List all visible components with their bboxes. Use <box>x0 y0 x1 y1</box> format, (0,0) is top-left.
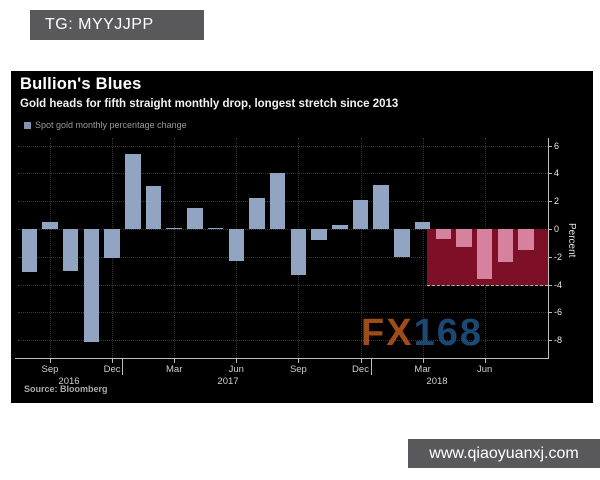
bar-mar-2018 <box>414 222 431 229</box>
bar-feb-2018 <box>394 229 410 257</box>
x-tick <box>422 358 424 363</box>
y-tick-label: 4 <box>554 168 560 179</box>
x-tick <box>236 358 238 363</box>
bar-oct-2017 <box>311 229 327 241</box>
y-axis-title: Percent <box>566 223 577 258</box>
bar-oct-2016 <box>62 229 79 271</box>
y-tick <box>548 256 552 258</box>
y-tick <box>548 340 552 342</box>
bar-sep-2016 <box>42 222 58 229</box>
fx168-watermark-168: 168 <box>413 312 483 354</box>
bar-jan-2018 <box>373 184 389 229</box>
bar-may-2017 <box>207 227 224 229</box>
y-tick <box>548 145 552 147</box>
y-tick <box>548 312 552 314</box>
fx168-watermark-fx: FX <box>361 312 414 354</box>
legend-label: Spot gold monthly percentage change <box>35 120 187 130</box>
website-bar: www.qiaoyuanxj.com <box>408 439 600 468</box>
y-tick-label: 6 <box>554 140 560 151</box>
bar-jul-2018 <box>497 229 514 263</box>
year-boundary-tick <box>122 358 123 375</box>
x-tick <box>298 358 300 363</box>
chart-subtitle: Gold heads for fifth straight monthly dr… <box>20 98 399 110</box>
chart-legend: Spot gold monthly percentage change <box>24 120 187 130</box>
tg-watermark-badge: TG: MYYJJPP <box>30 10 204 40</box>
horizontal-gridline <box>18 284 548 286</box>
y-tick-label: 0 <box>554 224 560 234</box>
year-label: 2017 <box>217 376 239 387</box>
bar-apr-2017 <box>187 208 203 229</box>
year-label: 2018 <box>426 376 448 387</box>
x-tick-label: Jun <box>228 364 244 375</box>
chart-title: Bullion's Blues <box>20 75 142 93</box>
bar-dec-2016 <box>104 229 120 259</box>
horizontal-gridline <box>18 145 548 147</box>
vertical-gridline <box>174 138 176 358</box>
x-tick-label: Sep <box>289 364 307 375</box>
bar-mar-2017 <box>166 227 182 229</box>
bar-feb-2017 <box>145 185 162 229</box>
legend-swatch-icon <box>24 121 31 129</box>
fx168-watermark: FX168 <box>361 314 483 352</box>
x-tick <box>360 358 362 363</box>
y-tick <box>548 229 552 230</box>
bar-dec-2017 <box>352 199 369 229</box>
bar-jan-2017 <box>125 153 141 229</box>
bar-aug-2017 <box>269 173 286 229</box>
y-axis-line <box>548 138 549 359</box>
bar-jun-2017 <box>228 229 245 261</box>
x-tick <box>484 358 486 363</box>
bar-jun-2018 <box>476 229 493 280</box>
bar-aug-2018 <box>518 229 534 250</box>
x-tick <box>50 358 51 363</box>
bar-nov-2017 <box>332 224 348 229</box>
vertical-gridline <box>422 138 424 358</box>
x-tick-label: Mar <box>414 364 431 375</box>
horizontal-gridline <box>18 229 548 230</box>
y-tick <box>548 284 552 286</box>
x-axis-line <box>15 358 549 359</box>
bar-jul-2017 <box>249 198 265 229</box>
year-boundary-tick <box>371 358 372 375</box>
y-tick-label: 2 <box>554 196 560 207</box>
x-tick-label: Jun <box>477 364 493 375</box>
year-label: 2016 <box>58 376 80 387</box>
horizontal-gridline <box>18 256 548 258</box>
chart-panel: 6 4 2 0 -2 -4 -6 -8 Sep Dec Mar Jun Sep Dec Mar Jun 2016… <box>11 71 593 403</box>
source-note: Source: Bloomberg <box>24 384 108 394</box>
bar-apr-2018 <box>435 229 452 239</box>
x-tick-label: Dec <box>352 364 369 375</box>
bar-aug-2016 <box>21 229 38 273</box>
y-tick-label: -6 <box>554 307 563 318</box>
highlight-region-bottom-dash <box>427 284 548 286</box>
y-tick-label: -8 <box>554 335 563 346</box>
x-tick-label: Dec <box>103 364 121 375</box>
y-tick <box>548 201 552 203</box>
x-tick-label: Mar <box>166 364 183 375</box>
y-tick <box>548 173 552 175</box>
vertical-gridline <box>360 138 362 358</box>
horizontal-gridline <box>18 312 548 314</box>
vertical-gridline <box>50 138 51 358</box>
x-tick <box>174 358 176 363</box>
horizontal-gridline <box>18 340 548 342</box>
bar-sep-2017 <box>290 229 307 275</box>
plot-area: 6 4 2 0 -2 -4 -6 -8 Sep Dec Mar Jun Sep Dec Mar Jun 2016… <box>11 71 593 403</box>
y-tick-label: -2 <box>554 251 563 262</box>
bar-may-2018 <box>456 229 472 248</box>
x-tick-label: Sep <box>41 364 59 375</box>
x-tick <box>112 358 114 363</box>
bar-nov-2016 <box>83 229 100 342</box>
y-tick-label: -4 <box>554 279 563 290</box>
